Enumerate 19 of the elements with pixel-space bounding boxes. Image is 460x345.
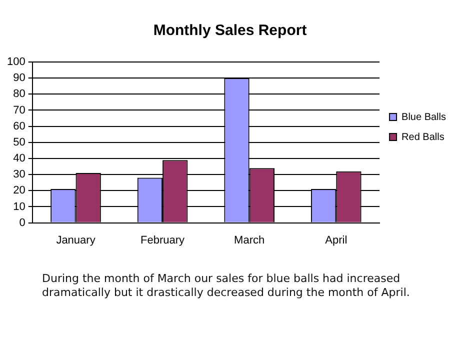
text: During the month of March our sales for blue balls had increased dramatically but it drastically decreased during the month of April.	[42, 272, 411, 300]
y-tick-label: 40	[13, 152, 26, 165]
y-tick-label: 70	[13, 104, 26, 116]
legend-label: Red Balls	[402, 132, 444, 143]
y-tick-label: 30	[13, 168, 26, 181]
legend-label: Blue Balls	[402, 112, 446, 123]
y-tick-label: 0	[19, 216, 26, 229]
chart-title: Monthly Sales Report	[153, 22, 307, 40]
y-tick-label: 20	[13, 184, 26, 197]
y-tick-label: 10	[13, 200, 26, 213]
x-tick-label: March	[234, 234, 265, 246]
y-tick-label: 50	[13, 136, 26, 148]
y-tick-label: 100	[6, 56, 26, 68]
x-tick-label: April	[325, 234, 348, 246]
y-tick-label: 90	[13, 72, 26, 84]
y-tick-label: 80	[13, 88, 26, 100]
y-tick-label: 60	[13, 120, 26, 132]
x-tick-label: February	[140, 234, 186, 246]
x-tick-label: January	[56, 234, 96, 246]
